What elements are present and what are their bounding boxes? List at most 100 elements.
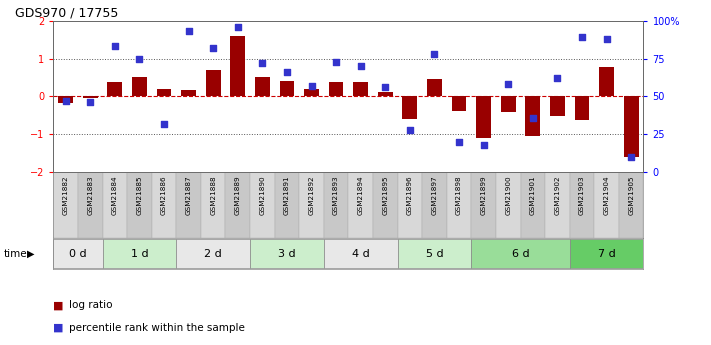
Text: 0 d: 0 d — [69, 249, 87, 259]
Bar — [205, 70, 220, 96]
Bar — [451, 96, 466, 111]
Bar — [545, 172, 570, 238]
Bar — [127, 172, 151, 238]
Bar — [304, 89, 319, 96]
Bar — [53, 239, 102, 268]
Point — [601, 36, 612, 42]
Text: time: time — [4, 249, 27, 259]
Bar — [230, 36, 245, 96]
Text: 3 d: 3 d — [278, 249, 296, 259]
Text: GSM21904: GSM21904 — [604, 175, 609, 215]
Bar — [570, 239, 643, 268]
Bar — [624, 96, 638, 157]
Bar — [279, 81, 294, 96]
Bar — [201, 172, 225, 238]
Text: 1 d: 1 d — [131, 249, 148, 259]
Point — [626, 154, 637, 160]
Text: GSM21903: GSM21903 — [579, 175, 585, 215]
Point — [159, 121, 170, 126]
Point — [552, 76, 563, 81]
Text: GSM21885: GSM21885 — [137, 175, 142, 215]
Bar — [422, 172, 447, 238]
Text: GSM21898: GSM21898 — [456, 175, 462, 215]
Point — [85, 100, 96, 105]
Bar — [348, 172, 373, 238]
Bar — [353, 82, 368, 96]
Text: GDS970 / 17755: GDS970 / 17755 — [15, 7, 118, 20]
Text: GSM21893: GSM21893 — [333, 175, 339, 215]
Bar — [402, 96, 417, 119]
Point — [134, 56, 145, 61]
Point — [208, 45, 219, 51]
Bar — [574, 96, 589, 120]
Bar — [255, 78, 269, 96]
Bar — [599, 67, 614, 96]
Text: 5 d: 5 d — [426, 249, 443, 259]
Bar — [53, 172, 78, 238]
Bar — [132, 78, 146, 96]
Bar — [476, 96, 491, 138]
Text: GSM21900: GSM21900 — [506, 175, 511, 215]
Text: GSM21883: GSM21883 — [87, 175, 93, 215]
Point — [503, 81, 514, 87]
Bar — [151, 172, 176, 238]
Text: GSM21888: GSM21888 — [210, 175, 216, 215]
Text: GSM21895: GSM21895 — [383, 175, 388, 215]
Bar — [82, 96, 97, 98]
Point — [331, 59, 342, 64]
Point — [282, 69, 293, 75]
Bar — [299, 172, 324, 238]
Text: GSM21894: GSM21894 — [358, 175, 364, 215]
Bar — [471, 172, 496, 238]
Text: GSM21892: GSM21892 — [309, 175, 314, 215]
Point — [306, 83, 317, 89]
Bar — [102, 239, 176, 268]
Text: percentile rank within the sample: percentile rank within the sample — [69, 323, 245, 333]
Bar — [496, 172, 520, 238]
Bar — [447, 172, 471, 238]
Point — [454, 139, 465, 145]
Text: GSM21887: GSM21887 — [186, 175, 191, 215]
Point — [183, 29, 194, 34]
Point — [380, 85, 391, 90]
Text: 6 d: 6 d — [512, 249, 529, 259]
Point — [60, 98, 71, 104]
Text: GSM21891: GSM21891 — [284, 175, 290, 215]
Text: GSM21886: GSM21886 — [161, 175, 167, 215]
Point — [109, 44, 120, 49]
Bar — [78, 172, 102, 238]
Bar — [328, 82, 343, 96]
Bar — [181, 90, 196, 96]
Bar — [501, 96, 515, 111]
Bar — [102, 172, 127, 238]
Text: ▶: ▶ — [27, 249, 35, 259]
Point — [232, 24, 243, 30]
Point — [478, 142, 489, 148]
Bar — [176, 172, 201, 238]
Bar — [274, 172, 299, 238]
Bar — [520, 172, 545, 238]
Bar — [225, 172, 250, 238]
Bar — [324, 172, 348, 238]
Point — [257, 60, 268, 66]
Bar — [250, 239, 324, 268]
Text: 7 d: 7 d — [598, 249, 616, 259]
Bar — [594, 172, 619, 238]
Text: ■: ■ — [53, 300, 64, 310]
Bar — [373, 172, 397, 238]
Point — [404, 127, 415, 132]
Bar — [525, 96, 540, 136]
Bar — [324, 239, 397, 268]
Text: GSM21902: GSM21902 — [555, 175, 560, 215]
Text: GSM21901: GSM21901 — [530, 175, 536, 215]
Bar — [397, 172, 422, 238]
Bar — [176, 239, 250, 268]
Bar — [58, 96, 73, 103]
Text: 2 d: 2 d — [204, 249, 222, 259]
Text: GSM21889: GSM21889 — [235, 175, 241, 215]
Point — [527, 115, 538, 120]
Text: 4 d: 4 d — [352, 249, 370, 259]
Bar — [250, 172, 274, 238]
Text: log ratio: log ratio — [69, 300, 112, 310]
Bar — [550, 96, 565, 116]
